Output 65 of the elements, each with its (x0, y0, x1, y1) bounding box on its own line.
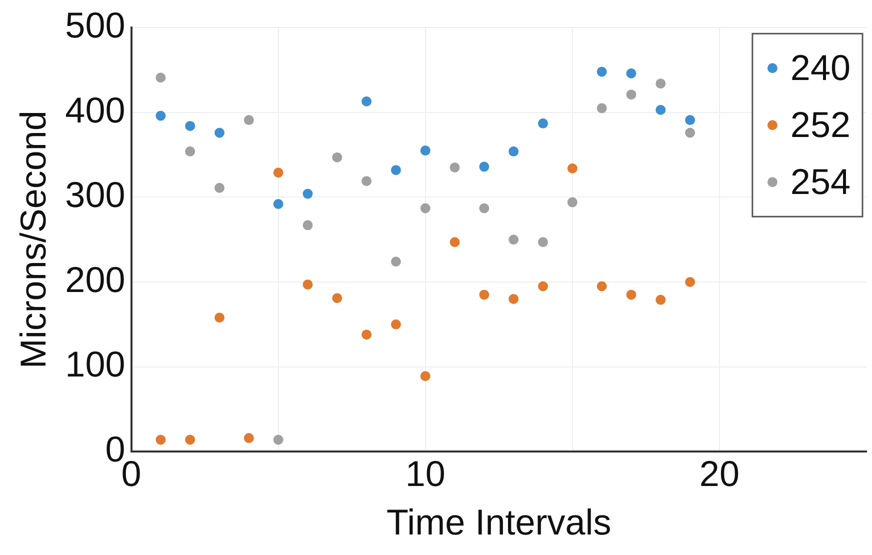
point (596, 103, 607, 114)
point (214, 128, 224, 138)
legend-label: 252 (790, 104, 851, 146)
point (420, 203, 430, 214)
point (596, 66, 607, 77)
y-axis-title: Microns/Second (12, 110, 54, 369)
point (390, 256, 401, 267)
point (420, 371, 430, 382)
x-tick-label: 20 (699, 453, 740, 494)
point (567, 163, 578, 174)
y-tick-label: 300 (65, 174, 126, 216)
point (214, 182, 224, 193)
point (156, 72, 166, 83)
x-axis-title: Time Intervals (386, 501, 612, 542)
point (685, 277, 696, 287)
point (244, 433, 254, 444)
legend-label: 240 (790, 47, 851, 88)
point (567, 197, 578, 208)
point (390, 319, 401, 330)
point (273, 198, 284, 209)
point (538, 118, 548, 128)
point (479, 203, 490, 214)
point (273, 434, 284, 445)
point (479, 162, 490, 172)
point (656, 104, 666, 115)
point (656, 78, 666, 89)
point (626, 68, 636, 78)
point (185, 434, 196, 445)
point (332, 152, 342, 162)
point (508, 234, 519, 245)
point (156, 434, 166, 445)
point (450, 237, 460, 248)
y-tick-label: 200 (65, 258, 126, 300)
point (332, 293, 342, 304)
point (596, 281, 607, 292)
point (508, 294, 519, 304)
point (450, 162, 460, 173)
y-tick-label: 400 (65, 89, 126, 130)
x-tick-label: 10 (405, 453, 446, 494)
point (273, 168, 284, 178)
legend-label: 254 (790, 161, 851, 202)
point (685, 115, 696, 126)
point (656, 294, 666, 305)
point (362, 330, 372, 340)
point (626, 290, 636, 300)
point (538, 281, 548, 292)
point (302, 280, 313, 290)
point (214, 312, 224, 323)
y-tick-label: 500 (65, 4, 126, 46)
point (302, 220, 313, 230)
point (302, 188, 313, 199)
point (362, 96, 372, 106)
point (508, 146, 519, 156)
point (538, 237, 548, 248)
y-tick-label: 100 (65, 344, 126, 385)
point (185, 146, 196, 156)
point (420, 146, 430, 156)
point (626, 90, 636, 100)
point (479, 290, 490, 300)
point (362, 176, 372, 186)
point (685, 128, 696, 138)
point (156, 110, 166, 121)
point (244, 115, 254, 126)
point (185, 120, 196, 131)
point (390, 165, 401, 176)
